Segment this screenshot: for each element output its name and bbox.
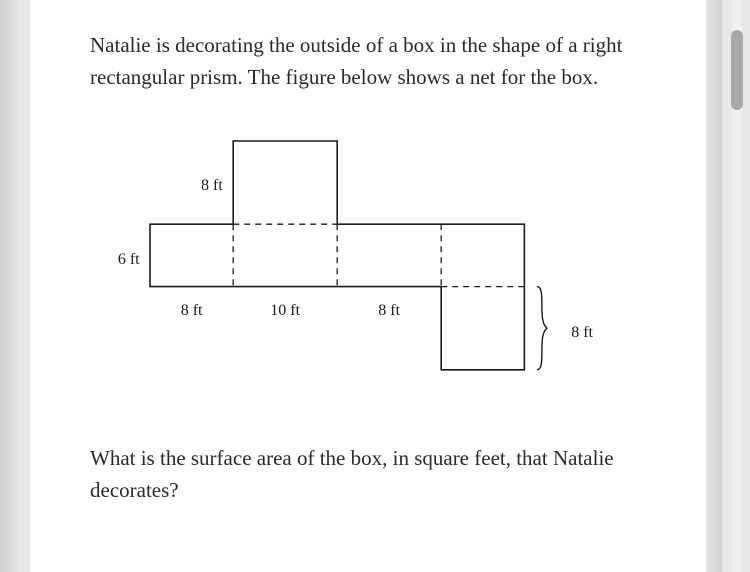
net-svg [80,123,640,413]
question-text: What is the surface area of the box, in … [90,443,656,506]
measure-b2: 10 ft [270,302,300,320]
scrollbar-thumb[interactable] [731,30,743,110]
measure-brace_lbl: 8 ft [571,324,593,342]
measure-top_left: 8 ft [201,177,223,195]
problem-intro: Natalie is decorating the outside of a b… [90,30,656,93]
measure-b3: 8 ft [378,302,400,320]
measure-mid_left: 6 ft [118,251,140,269]
net-figure: 8 ft 6 ft 8 ft 10 ft 8 ft 8 ft [80,123,640,413]
page-shadow-left [0,0,20,572]
measure-b1: 8 ft [181,302,203,320]
page: Natalie is decorating the outside of a b… [30,0,706,572]
